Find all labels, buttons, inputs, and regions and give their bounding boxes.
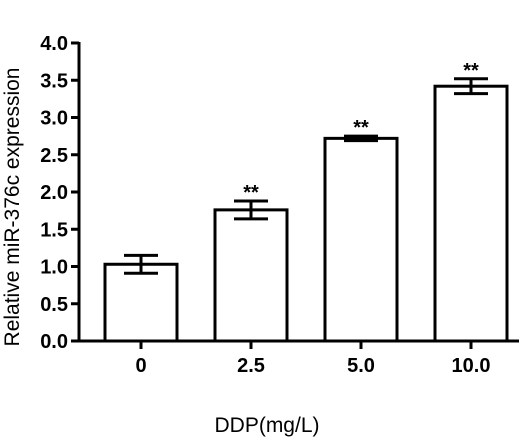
bar bbox=[433, 84, 509, 343]
y-axis-ticks: 0.0 0.5 1.0 1.5 2.0 2.5 3.0 3.5 4.0 bbox=[40, 33, 79, 353]
significance-label: ** bbox=[463, 60, 479, 82]
bar bbox=[323, 136, 399, 343]
x-tick-label: 2.5 bbox=[237, 355, 265, 377]
bar bbox=[103, 262, 179, 343]
x-axis-label: DDP(mg/L) bbox=[214, 414, 319, 437]
y-tick-label: 2.0 bbox=[40, 182, 68, 204]
significance-label: ** bbox=[243, 182, 259, 204]
x-tick-label: 5.0 bbox=[347, 355, 375, 377]
y-tick-label: 2.5 bbox=[40, 145, 68, 167]
x-axis-ticks: 0 2.5 5.0 10.0 bbox=[135, 341, 490, 377]
significance-label: ** bbox=[353, 117, 369, 139]
y-axis-label: Relative miR-376c expression bbox=[1, 68, 24, 347]
y-tick-label: 0.0 bbox=[40, 331, 68, 353]
x-tick-label: 10.0 bbox=[452, 355, 491, 377]
y-tick-label: 3.0 bbox=[40, 108, 68, 130]
y-tick-label: 0.5 bbox=[40, 294, 68, 316]
y-tick-label: 4.0 bbox=[40, 33, 68, 55]
y-tick-label: 3.5 bbox=[40, 70, 68, 92]
y-tick-label: 1.0 bbox=[40, 257, 68, 279]
x-tick-label: 0 bbox=[135, 355, 146, 377]
significance-markers: ** ** ** bbox=[243, 60, 479, 204]
bars bbox=[103, 84, 509, 343]
y-tick-label: 1.5 bbox=[40, 219, 68, 241]
error-bars bbox=[124, 77, 488, 275]
bar bbox=[213, 208, 289, 343]
